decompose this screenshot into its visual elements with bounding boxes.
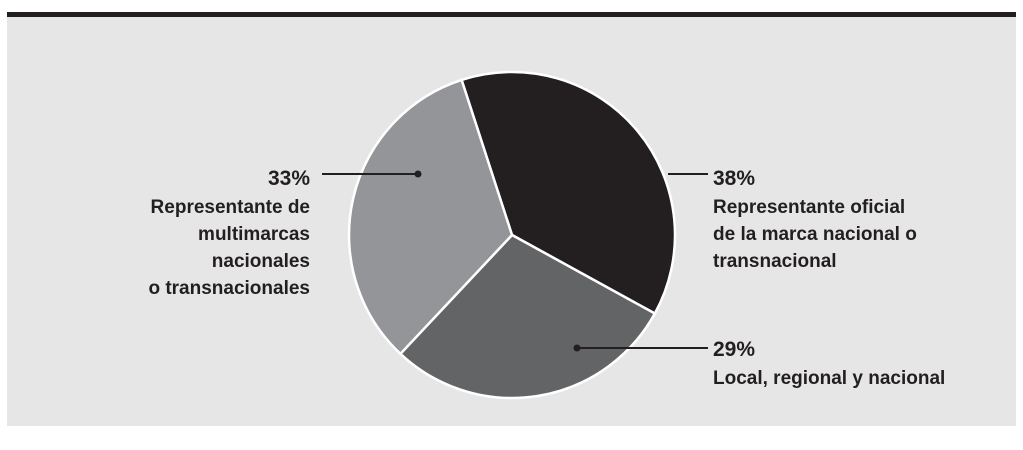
slice-label-group-1: 29% Local, regional y nacional bbox=[713, 338, 945, 389]
slice-value-label: 29% bbox=[713, 338, 755, 361]
slice-category-label: Representante oficial bbox=[713, 197, 905, 218]
slice-category-label: Representante de bbox=[151, 197, 310, 218]
slice-category-label: o transnacionales bbox=[148, 278, 310, 299]
slice-label-group-2: 33% Representante de multimarcas naciona… bbox=[148, 167, 310, 299]
pie-slice-2 bbox=[347, 78, 514, 356]
pie-slice-1 bbox=[399, 233, 657, 400]
slice-category-label: de la marca nacional o bbox=[713, 224, 917, 245]
slice-value-label: 33% bbox=[268, 167, 310, 190]
pie-slice-0 bbox=[460, 70, 677, 315]
leader-dot-2 bbox=[414, 170, 422, 178]
slice-category-label: multimarcas bbox=[198, 224, 310, 245]
slice-category-label: nacionales bbox=[212, 251, 310, 272]
top-rule bbox=[7, 12, 1016, 17]
slice-category-label: Local, regional y nacional bbox=[713, 368, 945, 389]
slice-label-group-0: 38% Representante oficial de la marca na… bbox=[713, 167, 917, 272]
slice-category-label: transnacional bbox=[713, 251, 837, 272]
leader-lines bbox=[322, 170, 708, 352]
pie-slices bbox=[347, 70, 677, 400]
slice-value-label: 38% bbox=[713, 167, 755, 190]
leader-dot-1 bbox=[573, 344, 581, 352]
